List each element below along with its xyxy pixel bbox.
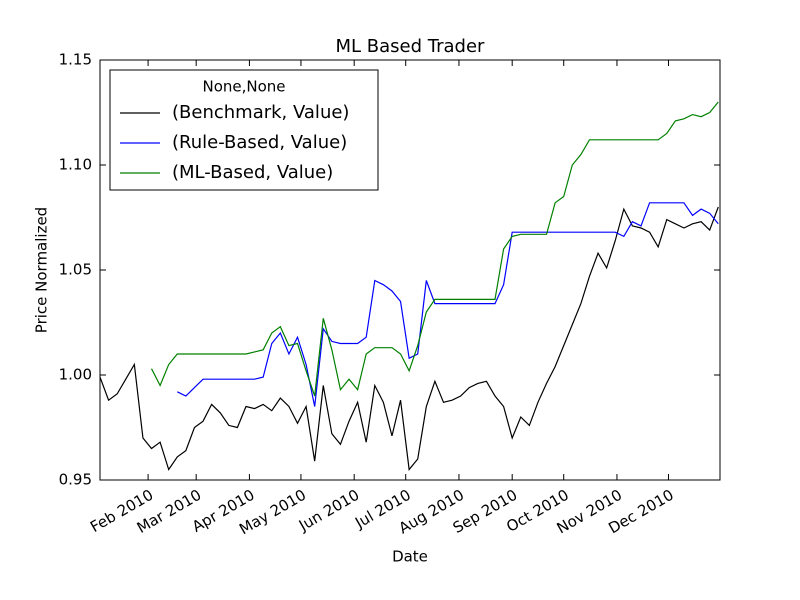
chart-title: ML Based Trader xyxy=(336,36,486,57)
x-axis-label: Date xyxy=(392,548,428,566)
y-tick-label: 1.05 xyxy=(59,261,92,279)
legend-label: (Rule-Based, Value) xyxy=(172,132,347,153)
legend-box xyxy=(109,69,379,191)
legend: None,None (Benchmark, Value) (Rule-Based, … xyxy=(109,69,379,191)
series-line xyxy=(177,202,719,407)
series-line xyxy=(150,101,719,397)
y-axis-label: Price Normalized xyxy=(33,207,51,333)
legend-label: (Benchmark, Value) xyxy=(172,102,349,123)
y-tick-label: 1.00 xyxy=(59,366,92,384)
series-line xyxy=(99,206,719,471)
y-tick-label: 1.15 xyxy=(59,51,92,69)
legend-title: None,None xyxy=(202,78,285,96)
legend-label: (ML-Based, Value) xyxy=(172,162,333,183)
y-tick-label: 0.95 xyxy=(59,471,92,489)
plot-area xyxy=(99,101,719,471)
y-tick-label: 1.10 xyxy=(59,156,92,174)
